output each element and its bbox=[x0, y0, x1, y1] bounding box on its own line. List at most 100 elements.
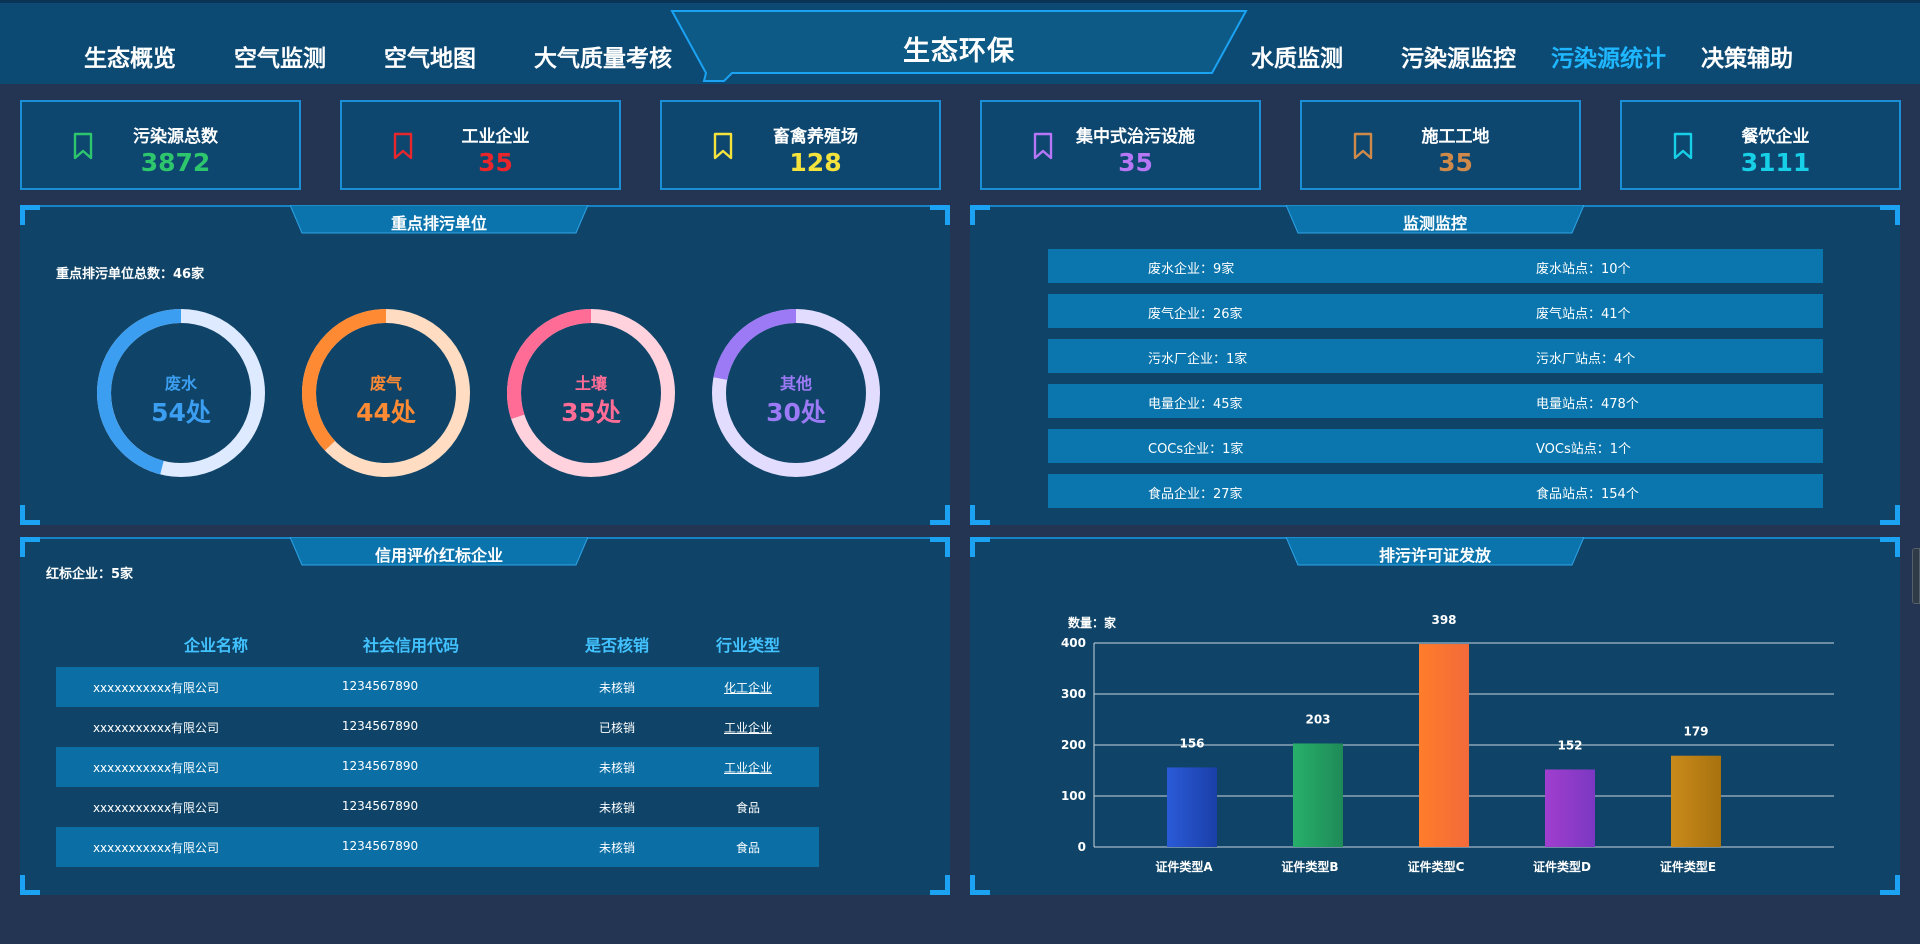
table-row[interactable]: xxxxxxxxxxx有限公司 1234567890 已核销 工业企业 bbox=[56, 707, 819, 747]
monitoring-enterprise-count: 电量企业：45家 bbox=[1148, 397, 1243, 412]
donut-wastewater bbox=[97, 309, 265, 477]
credit-code-cell: 1234567890 bbox=[341, 839, 419, 853]
monitoring-site-count: 废水站点：10个 bbox=[1536, 262, 1631, 277]
donut-waste-gas bbox=[302, 309, 470, 477]
donut-label: 废水 bbox=[164, 374, 197, 393]
table-row[interactable]: xxxxxxxxxxx有限公司 1234567890 未核销 化工企业 bbox=[56, 667, 819, 707]
bar-value-label: 152 bbox=[1557, 738, 1582, 752]
stat-value: 35 bbox=[478, 148, 513, 177]
nav-item-air-monitoring[interactable]: 空气监测 bbox=[234, 46, 326, 72]
stat-card-treatment-facilities[interactable]: 集中式治污设施 35 bbox=[980, 100, 1261, 190]
stat-card-construction-sites[interactable]: 施工工地 35 bbox=[1300, 100, 1581, 190]
monitoring-enterprise-count: 污水厂企业：1家 bbox=[1148, 352, 1248, 367]
stat-label: 畜禽养殖场 bbox=[773, 127, 858, 147]
key-units-panel: 重点排污单位 重点排污单位总数：46家 废水 54处 废气 44处 土壤 35处 其他 30处 bbox=[20, 205, 950, 525]
nav-item-pollution-stats[interactable]: 污染源统计 bbox=[1551, 46, 1666, 72]
stat-card-total-sources[interactable]: 污染源总数 3872 bbox=[20, 100, 301, 190]
industry-cell[interactable]: 食品 bbox=[735, 841, 760, 855]
cancel-status-cell: 未核销 bbox=[598, 841, 635, 855]
bookmark-icon bbox=[73, 132, 93, 160]
monitoring-row[interactable]: 废气企业：26家 废气站点：41个 bbox=[1048, 294, 1823, 328]
bookmark-icon bbox=[1353, 132, 1373, 160]
permits-title: 排污许可证发放 bbox=[1378, 546, 1491, 565]
cancel-status-cell: 未核销 bbox=[598, 681, 635, 695]
bar-value-label: 203 bbox=[1305, 712, 1330, 726]
stat-value: 3872 bbox=[140, 148, 211, 177]
nav-item-decision[interactable]: 决策辅助 bbox=[1701, 46, 1793, 72]
side-scroll-handle[interactable] bbox=[1912, 548, 1920, 604]
monitoring-row[interactable]: COCs企业：1家 VOCs站点：1个 bbox=[1048, 429, 1823, 463]
donut-value: 30处 bbox=[766, 398, 826, 427]
monitoring-row[interactable]: 电量企业：45家 电量站点：478个 bbox=[1048, 384, 1823, 418]
x-tick-label: 证件类型C bbox=[1408, 859, 1465, 874]
panel-title-tab bbox=[290, 205, 588, 234]
column-header-cancelled: 是否核销 bbox=[584, 636, 649, 655]
x-tick-label: 证件类型D bbox=[1533, 859, 1591, 874]
stat-value: 128 bbox=[789, 148, 842, 177]
table-row[interactable]: xxxxxxxxxxx有限公司 1234567890 未核销 工业企业 bbox=[56, 747, 819, 787]
y-tick-label: 300 bbox=[1061, 687, 1086, 701]
donut-label: 其他 bbox=[779, 374, 812, 393]
permits-bar-chart: 数量：家 0 100 200 300 400 156 证件类型A 203 证件类型B 398 证件类型… bbox=[1061, 613, 1834, 874]
industry-cell[interactable]: 工业企业 bbox=[723, 721, 772, 735]
donut-other bbox=[712, 309, 880, 477]
cancel-status-cell: 未核销 bbox=[598, 801, 635, 815]
nav-item-overview[interactable]: 生态概览 bbox=[84, 46, 176, 72]
top-navbar: 生态概览 空气监测 空气地图 大气质量考核 生态环保 水质监测 污染源监控 污染… bbox=[0, 0, 1920, 84]
bar-证件类型A bbox=[1167, 767, 1217, 847]
credit-code-cell: 1234567890 bbox=[341, 719, 419, 733]
table-row[interactable]: xxxxxxxxxxx有限公司 1234567890 未核销 食品 bbox=[56, 787, 819, 827]
company-name-cell: xxxxxxxxxxx有限公司 bbox=[92, 801, 220, 815]
stat-card-catering[interactable]: 餐饮企业 3111 bbox=[1620, 100, 1901, 190]
donut-soil bbox=[507, 309, 675, 477]
bar-证件类型D bbox=[1545, 769, 1595, 847]
bookmark-icon bbox=[1033, 132, 1053, 160]
stat-label: 工业企业 bbox=[461, 127, 530, 147]
donut-arc bbox=[712, 309, 880, 477]
donut-label: 土壤 bbox=[574, 374, 607, 393]
cancel-status-cell: 未核销 bbox=[598, 761, 635, 775]
nav-item-water[interactable]: 水质监测 bbox=[1251, 46, 1343, 72]
credit-code-cell: 1234567890 bbox=[341, 799, 419, 813]
monitoring-enterprise-count: 废气企业：26家 bbox=[1148, 307, 1243, 322]
stat-value: 35 bbox=[1438, 148, 1473, 177]
key-units-total: 重点排污单位总数：46家 bbox=[56, 267, 205, 282]
monitoring-panel: 监测监控 废水企业：9家 废水站点：10个 废气企业：26家 废气站点：41个 污水厂企… bbox=[970, 205, 1900, 525]
nav-item-air-map[interactable]: 空气地图 bbox=[384, 46, 476, 72]
column-header-industry: 行业类型 bbox=[715, 636, 780, 655]
y-tick-label: 400 bbox=[1061, 636, 1086, 650]
company-name-cell: xxxxxxxxxxx有限公司 bbox=[92, 761, 220, 775]
industry-cell[interactable]: 化工企业 bbox=[723, 681, 772, 695]
bookmark-icon bbox=[713, 132, 733, 160]
y-tick-label: 200 bbox=[1061, 738, 1086, 752]
industry-cell[interactable]: 工业企业 bbox=[723, 761, 772, 775]
table-row[interactable]: xxxxxxxxxxx有限公司 1234567890 未核销 食品 bbox=[56, 827, 819, 867]
stat-label: 污染源总数 bbox=[133, 127, 218, 147]
y-tick-label: 100 bbox=[1061, 789, 1086, 803]
company-name-cell: xxxxxxxxxxx有限公司 bbox=[92, 681, 220, 695]
stat-card-industrial[interactable]: 工业企业 35 bbox=[340, 100, 621, 190]
industry-cell[interactable]: 食品 bbox=[735, 801, 760, 815]
monitoring-site-count: VOCs站点：1个 bbox=[1536, 442, 1632, 457]
panel-title-tab bbox=[1286, 205, 1584, 234]
nav-item-air-quality[interactable]: 大气质量考核 bbox=[534, 46, 672, 72]
nav-title-frame bbox=[670, 10, 1248, 82]
bar-证件类型B bbox=[1293, 743, 1343, 847]
donut-value: 35处 bbox=[561, 398, 621, 427]
monitoring-row[interactable]: 食品企业：27家 食品站点：154个 bbox=[1048, 474, 1823, 508]
monitoring-row[interactable]: 污水厂企业：1家 污水厂站点：4个 bbox=[1048, 339, 1823, 373]
credit-count: 红标企业：5家 bbox=[46, 567, 134, 582]
monitoring-site-count: 电量站点：478个 bbox=[1536, 397, 1639, 412]
column-header-credit-code: 社会信用代码 bbox=[362, 636, 459, 655]
cancel-status-cell: 已核销 bbox=[598, 721, 635, 735]
credit-panel: 信用评价红标企业 红标企业：5家 企业名称 社会信用代码 是否核销 行业类型 x… bbox=[20, 537, 950, 895]
donut-value: 44处 bbox=[356, 398, 416, 427]
monitoring-row[interactable]: 废水企业：9家 废水站点：10个 bbox=[1048, 249, 1823, 283]
monitoring-enterprise-count: COCs企业：1家 bbox=[1148, 442, 1244, 457]
stat-card-livestock[interactable]: 畜禽养殖场 128 bbox=[660, 100, 941, 190]
nav-item-pollution-monitor[interactable]: 污染源监控 bbox=[1401, 46, 1516, 72]
key-units-title: 重点排污单位 bbox=[390, 214, 487, 233]
bookmark-icon bbox=[1673, 132, 1693, 160]
bar-value-label: 156 bbox=[1179, 736, 1204, 750]
donut-arc bbox=[97, 309, 265, 477]
